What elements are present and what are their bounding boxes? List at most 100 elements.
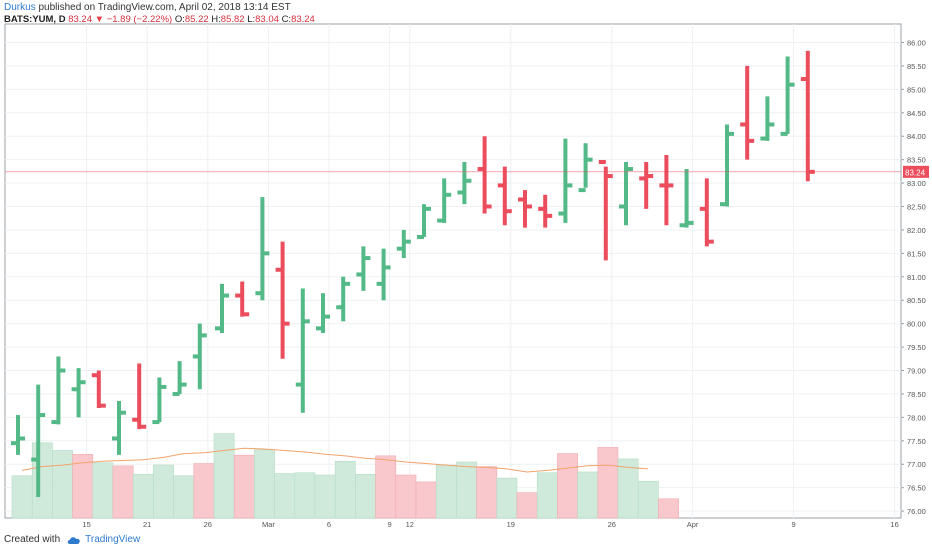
ohlc-bar bbox=[720, 124, 734, 207]
y-tick-label: 82.00 bbox=[907, 226, 926, 235]
y-tick-label: 83.00 bbox=[907, 179, 926, 188]
ohlc-bar bbox=[659, 154, 674, 226]
time-axis[interactable]: 15 21 26 Mar 6 9 12 19 26 Apr 9 16 bbox=[82, 520, 898, 529]
ohlc-bar bbox=[51, 356, 66, 425]
y-tick-label: 84.00 bbox=[907, 132, 926, 141]
volume-bar bbox=[254, 449, 275, 519]
volume-bar bbox=[132, 473, 154, 519]
x-tick-label: Mar bbox=[262, 520, 275, 529]
symbol-legend: BATS:YUM, D 83.24 ▼ −1.89 (−2.22%) O:85.… bbox=[4, 14, 315, 26]
symbol-name[interactable]: BATS:YUM, D bbox=[4, 14, 66, 25]
x-tick-label: 9 bbox=[792, 520, 796, 529]
y-tick-label: 82.50 bbox=[907, 203, 926, 212]
y-tick-label: 81.50 bbox=[907, 249, 926, 258]
tradingview-brand[interactable]: TradingView bbox=[66, 534, 140, 545]
ohlc-bar bbox=[376, 248, 391, 301]
volume-bar bbox=[294, 472, 316, 519]
volume-bar bbox=[375, 455, 397, 519]
y-tick-label: 84.50 bbox=[907, 109, 926, 118]
volume-bar bbox=[435, 464, 457, 519]
last-price-tag-label: 83.24 bbox=[905, 168, 926, 177]
y-tick-label: 78.50 bbox=[907, 390, 926, 399]
y-tick-label: 85.00 bbox=[907, 85, 926, 94]
x-tick-label: Apr bbox=[687, 520, 699, 529]
y-tick-label: 76.50 bbox=[907, 484, 926, 493]
ohlc-bar bbox=[760, 96, 775, 141]
price-change: −1.89 (−2.22%) bbox=[106, 14, 173, 25]
ohlc-bar bbox=[740, 65, 755, 160]
ohlc-bar bbox=[396, 229, 411, 259]
high-value: 85.82 bbox=[220, 14, 245, 25]
publish-info: published on TradingView.com, April 02, … bbox=[38, 2, 291, 13]
ohlc-bar bbox=[316, 293, 330, 334]
y-tick-label: 81.00 bbox=[907, 273, 926, 282]
x-tick-label: 26 bbox=[608, 520, 616, 529]
volume-bar bbox=[274, 473, 296, 519]
volume-bar bbox=[476, 466, 498, 519]
ohlc-bar bbox=[235, 281, 250, 317]
volume-bar bbox=[456, 461, 477, 519]
volume-bar bbox=[11, 475, 33, 519]
open-label: O: bbox=[174, 14, 185, 25]
close-label: C: bbox=[281, 14, 292, 25]
x-tick-label: 21 bbox=[143, 520, 151, 529]
brand-name: TradingView bbox=[85, 534, 141, 545]
x-tick-label: 26 bbox=[204, 520, 212, 529]
ohlc-bar bbox=[538, 194, 553, 228]
volume-bar bbox=[597, 447, 619, 519]
ohlc-bar bbox=[497, 166, 512, 226]
footer: Created with TradingView bbox=[4, 534, 140, 545]
volume-bar bbox=[355, 473, 376, 519]
volume-bar bbox=[52, 450, 73, 519]
x-tick-label: 9 bbox=[388, 520, 392, 529]
volume-bar bbox=[415, 481, 437, 519]
volume-bar bbox=[658, 498, 679, 519]
volume-bar bbox=[577, 471, 599, 519]
last-price-tag bbox=[903, 165, 929, 178]
ohlc-bar bbox=[457, 161, 472, 205]
x-tick-label: 12 bbox=[406, 520, 414, 529]
volume-bar bbox=[193, 463, 215, 519]
low-label: L: bbox=[247, 14, 256, 25]
x-tick-label: 6 bbox=[327, 520, 331, 529]
volume-bar bbox=[637, 480, 659, 519]
volume-bar bbox=[213, 433, 235, 519]
volume-bar bbox=[31, 442, 53, 519]
down-arrow-icon: ▼ bbox=[94, 14, 105, 25]
ohlc-bar bbox=[132, 363, 147, 430]
ohlc-bar bbox=[477, 136, 492, 214]
volume-bar bbox=[334, 460, 356, 519]
y-tick-label: 83.50 bbox=[907, 156, 926, 165]
volume-bar bbox=[557, 453, 578, 519]
ohlc-bar bbox=[417, 204, 431, 239]
ohlc-bar bbox=[558, 138, 573, 223]
price-chart[interactable]: 83.24 76.00 76.50 77.00 77.50 78.00 78.50 79.0… bbox=[0, 0, 932, 532]
ohlc-bar bbox=[578, 143, 593, 193]
open-value: 85.22 bbox=[184, 14, 209, 25]
ohlc-bar bbox=[295, 288, 310, 413]
volume-bar bbox=[173, 475, 195, 519]
ohlc-bars bbox=[11, 50, 815, 498]
ohlc-bar bbox=[215, 283, 229, 334]
ohlc-bar bbox=[172, 361, 187, 396]
ohlc-bar bbox=[336, 276, 351, 322]
author-link[interactable]: Durkus bbox=[4, 2, 36, 13]
volume-bar bbox=[395, 474, 417, 519]
ohlc-bar bbox=[112, 400, 126, 455]
volume-bar bbox=[233, 454, 255, 519]
ohlc-bar bbox=[679, 169, 694, 228]
y-tick-label: 79.50 bbox=[907, 343, 926, 352]
chart-grid bbox=[4, 23, 902, 519]
volume-bar bbox=[153, 464, 174, 519]
ohlc-bar bbox=[71, 368, 86, 418]
y-tick-label: 79.00 bbox=[907, 367, 926, 376]
last-price-line: 83.24 bbox=[5, 165, 929, 178]
created-with-text: Created with bbox=[4, 534, 61, 545]
price-axis[interactable]: 76.00 76.50 77.00 77.50 78.00 78.50 79.00 79.50… bbox=[901, 39, 926, 517]
y-tick-label: 85.50 bbox=[907, 62, 926, 71]
y-tick-label: 77.00 bbox=[907, 460, 926, 469]
publish-header: Durkus published on TradingView.com, Apr… bbox=[4, 2, 291, 14]
volume-moving-average bbox=[21, 447, 649, 473]
x-tick-label: 19 bbox=[507, 520, 515, 529]
y-tick-label: 77.50 bbox=[907, 437, 926, 446]
